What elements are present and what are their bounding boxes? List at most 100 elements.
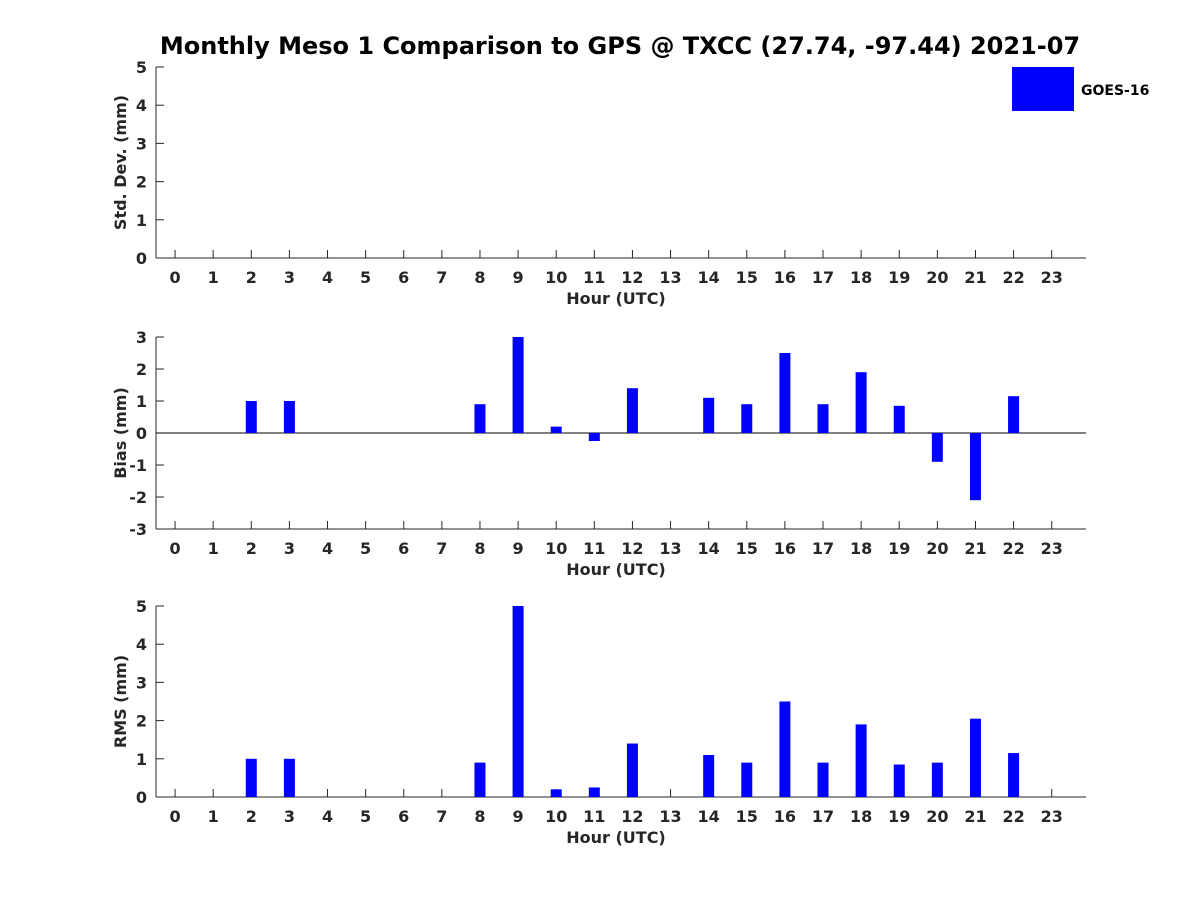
y-axis-label: Bias (mm) xyxy=(111,387,130,479)
bar xyxy=(741,762,753,797)
bar xyxy=(969,433,981,501)
x-tick-label: 0 xyxy=(169,807,180,826)
x-tick-label: 8 xyxy=(474,539,485,558)
bar xyxy=(626,388,638,433)
x-tick-label: 17 xyxy=(812,268,834,287)
x-tick-label: 0 xyxy=(169,268,180,287)
x-tick-label: 13 xyxy=(659,807,681,826)
x-tick-label: 9 xyxy=(513,268,524,287)
y-tick-label: 4 xyxy=(136,96,147,115)
x-tick-label: 3 xyxy=(284,268,295,287)
x-tick-label: 3 xyxy=(284,807,295,826)
x-tick-label: 22 xyxy=(1002,268,1024,287)
bar xyxy=(855,372,867,433)
legend-swatch xyxy=(1012,67,1074,111)
x-tick-label: 12 xyxy=(621,807,643,826)
x-tick-label: 10 xyxy=(545,539,567,558)
bar xyxy=(1008,396,1020,433)
x-tick-label: 15 xyxy=(736,268,758,287)
x-tick-label: 1 xyxy=(208,268,219,287)
bar xyxy=(931,762,943,797)
x-tick-label: 7 xyxy=(436,807,447,826)
x-tick-label: 18 xyxy=(850,807,872,826)
bar xyxy=(931,433,943,462)
x-tick-label: 19 xyxy=(888,807,910,826)
bar xyxy=(703,397,715,433)
x-tick-label: 9 xyxy=(513,807,524,826)
x-tick-label: 9 xyxy=(513,539,524,558)
y-tick-label: 2 xyxy=(136,360,147,379)
x-tick-label: 19 xyxy=(888,539,910,558)
x-tick-label: 22 xyxy=(1002,539,1024,558)
x-tick-label: 7 xyxy=(436,268,447,287)
x-tick-label: 1 xyxy=(208,539,219,558)
bar xyxy=(474,404,486,433)
x-tick-label: 7 xyxy=(436,539,447,558)
x-tick-label: 23 xyxy=(1041,539,1063,558)
y-tick-label: 5 xyxy=(136,58,147,77)
y-tick-label: -3 xyxy=(129,520,147,539)
legend-label: GOES-16 xyxy=(1081,83,1149,99)
x-tick-label: 11 xyxy=(583,268,605,287)
y-axis-label: Std. Dev. (mm) xyxy=(111,95,130,230)
x-tick-label: 4 xyxy=(322,807,333,826)
x-tick-label: 14 xyxy=(698,539,720,558)
x-tick-label: 1 xyxy=(208,807,219,826)
x-tick-label: 20 xyxy=(926,268,948,287)
x-tick-label: 10 xyxy=(545,268,567,287)
x-axis-label: Hour (UTC) xyxy=(566,289,666,308)
y-tick-label: 2 xyxy=(136,173,147,192)
x-tick-label: 11 xyxy=(583,539,605,558)
x-tick-label: 23 xyxy=(1041,807,1063,826)
x-tick-label: 10 xyxy=(545,807,567,826)
y-tick-label: 3 xyxy=(136,328,147,347)
y-tick-label: 1 xyxy=(136,211,147,230)
x-tick-label: 21 xyxy=(964,539,986,558)
x-tick-label: 6 xyxy=(398,539,409,558)
y-tick-label: 3 xyxy=(136,134,147,153)
bar xyxy=(245,758,257,797)
y-tick-label: 2 xyxy=(136,712,147,731)
x-tick-label: 2 xyxy=(246,268,257,287)
x-axis-label: Hour (UTC) xyxy=(566,560,666,579)
x-tick-label: 5 xyxy=(360,268,371,287)
x-tick-label: 19 xyxy=(888,268,910,287)
bar xyxy=(969,718,981,797)
y-tick-label: 3 xyxy=(136,673,147,692)
x-tick-label: 16 xyxy=(774,539,796,558)
y-tick-label: -2 xyxy=(129,488,147,507)
x-tick-label: 15 xyxy=(736,539,758,558)
bar xyxy=(703,754,715,797)
x-tick-label: 4 xyxy=(322,268,333,287)
x-tick-label: 21 xyxy=(964,807,986,826)
x-tick-label: 13 xyxy=(659,268,681,287)
x-tick-label: 18 xyxy=(850,539,872,558)
x-tick-label: 8 xyxy=(474,807,485,826)
y-tick-label: 5 xyxy=(136,597,147,616)
bar xyxy=(245,401,257,433)
x-tick-label: 8 xyxy=(474,268,485,287)
x-tick-label: 14 xyxy=(698,268,720,287)
y-axis-label: RMS (mm) xyxy=(111,655,130,748)
x-tick-label: 16 xyxy=(774,807,796,826)
x-tick-label: 0 xyxy=(169,539,180,558)
y-tick-label: 0 xyxy=(136,424,147,443)
x-tick-label: 17 xyxy=(812,539,834,558)
bar xyxy=(779,353,791,433)
y-tick-label: 4 xyxy=(136,635,147,654)
x-tick-label: 17 xyxy=(812,807,834,826)
x-axis-label: Hour (UTC) xyxy=(566,828,666,847)
bar xyxy=(1008,753,1020,797)
x-tick-label: 5 xyxy=(360,539,371,558)
x-tick-label: 12 xyxy=(621,268,643,287)
y-tick-label: 1 xyxy=(136,750,147,769)
y-tick-label: 0 xyxy=(136,249,147,268)
x-tick-label: 22 xyxy=(1002,807,1024,826)
bar xyxy=(741,404,753,433)
bar xyxy=(512,337,524,433)
